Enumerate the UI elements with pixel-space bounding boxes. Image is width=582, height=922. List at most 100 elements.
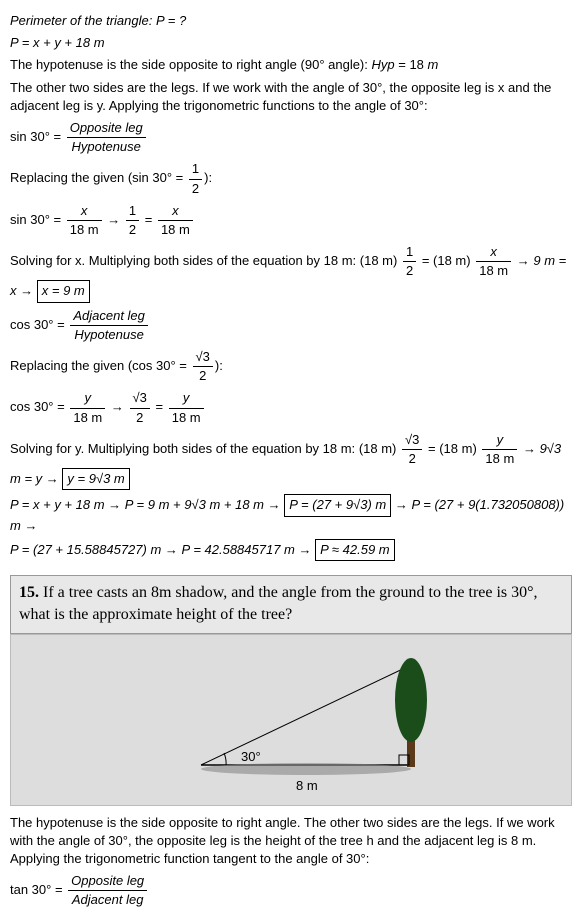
den: Hypotenuse <box>70 326 148 344</box>
den: 2 <box>126 221 139 239</box>
rep-cos: Replacing the given (cos 30° = √3 2 ): <box>10 348 572 385</box>
line-p-formula: P = x + y + 18 m <box>10 34 572 52</box>
problem-15: 15. If a tree casts an 8m shadow, and th… <box>10 575 572 634</box>
line-perimeter-q: Perimeter of the triangle: P = ? <box>10 12 572 30</box>
d: 18 m <box>482 450 517 468</box>
m2: (18 m) <box>439 441 477 456</box>
n: y <box>70 389 105 408</box>
d: 18 m <box>169 409 204 427</box>
n: 1 <box>403 243 416 262</box>
lhs: tan 30° = <box>10 882 63 897</box>
eq-cos-sub: cos 30° = y 18 m → √3 2 = y 18 m <box>10 389 572 426</box>
eq-tan-def: tan 30° = Opposite leg Adjacent leg <box>10 872 572 909</box>
lhs: cos 30° = <box>10 400 65 415</box>
text: The hypotenuse is the side opposite to r… <box>10 57 438 72</box>
line-legs: The other two sides are the legs. If we … <box>10 79 572 115</box>
num: x <box>67 202 102 221</box>
lhs: cos 30° = <box>10 317 65 332</box>
num: Opposite leg <box>67 119 146 138</box>
den: Hypotenuse <box>67 138 146 156</box>
f1: 1 2 <box>403 243 416 280</box>
num: 1 <box>189 160 202 179</box>
m1: (18 m) <box>359 441 397 456</box>
f3: y 18 m <box>169 389 204 426</box>
eq: = <box>422 253 433 268</box>
eq: = <box>156 400 167 415</box>
f1: √3 2 <box>402 431 422 468</box>
num: x <box>158 202 193 221</box>
q-number: 15. <box>19 584 39 601</box>
f1: y 18 m <box>70 389 105 426</box>
solve-y-line: Solving for y. Multiplying both sides of… <box>10 431 572 491</box>
d: 2 <box>403 262 416 280</box>
n: y <box>482 431 517 450</box>
ar2: → <box>20 283 33 298</box>
box-p1: P = (27 + 9√3) m <box>284 494 391 516</box>
n: √3 <box>130 389 150 408</box>
t: P = x + y + 18 m → P = 9 m + 9√3 m + 18 … <box>10 497 281 512</box>
d: 18 m <box>476 262 511 280</box>
den: 18 m <box>158 221 193 239</box>
box-x: x = 9 m <box>37 280 90 302</box>
frac-s3: √3 2 <box>193 348 213 385</box>
n: y <box>169 389 204 408</box>
f2: y 18 m <box>482 431 517 468</box>
cos: cos 30° = <box>132 358 187 373</box>
m2: (18 m) <box>433 253 471 268</box>
text: Solving for x. Multiplying both sides of… <box>10 253 356 268</box>
ar: → <box>111 400 124 415</box>
eq: = <box>145 212 156 227</box>
n: √3 <box>402 431 422 450</box>
frac: Opposite leg Adjacent leg <box>68 872 147 909</box>
sin: sin 30° = <box>132 170 183 185</box>
p2: ): <box>215 358 223 373</box>
lhs: sin 30° = <box>10 129 61 144</box>
frac1: x 18 m <box>67 202 102 239</box>
den: Adjacent leg <box>68 891 147 909</box>
box-y: y = 9√3 m <box>62 468 129 490</box>
den: 2 <box>189 180 202 198</box>
frac-half: 1 2 <box>189 160 202 197</box>
num: Opposite leg <box>68 872 147 891</box>
n: x <box>476 243 511 262</box>
p-chain1: P = x + y + 18 m → P = 9 m + 9√3 m + 18 … <box>10 494 572 534</box>
lhs: sin 30° = <box>10 212 61 227</box>
num: √3 <box>193 348 213 367</box>
p-chain3: P = (27 + 15.58845727) m → P = 42.588457… <box>10 539 572 561</box>
figure-tree: 30° 8 m <box>10 634 572 806</box>
text: Replacing the given <box>10 170 124 185</box>
solve-x-line: Solving for x. Multiplying both sides of… <box>10 243 572 303</box>
text: Solving for y. Multiplying both sides of… <box>10 441 355 456</box>
eq: = <box>428 441 439 456</box>
f2: √3 2 <box>130 389 150 426</box>
tree-diagram: 30° 8 m <box>11 635 571 805</box>
den: 2 <box>193 367 213 385</box>
ar: → <box>517 253 530 268</box>
den: 18 m <box>67 221 102 239</box>
frac2: 1 2 <box>126 202 139 239</box>
ar: → <box>523 441 536 456</box>
m1: (18 m) <box>360 253 398 268</box>
ar2: → <box>46 471 59 486</box>
paren2: ): <box>204 170 212 185</box>
frac: Opposite leg Hypotenuse <box>67 119 146 156</box>
d: 2 <box>402 450 422 468</box>
d: 18 m <box>70 409 105 427</box>
shadow-label: 8 m <box>296 778 318 793</box>
frac: Adjacent leg Hypotenuse <box>70 307 148 344</box>
text: Replacing the given <box>10 358 124 373</box>
frac3: x 18 m <box>158 202 193 239</box>
num: 1 <box>126 202 139 221</box>
num: Adjacent leg <box>70 307 148 326</box>
q-text: If a tree casts an 8m shadow, and the an… <box>19 584 538 623</box>
eq-cos-def: cos 30° = Adjacent leg Hypotenuse <box>10 307 572 344</box>
d: 2 <box>130 409 150 427</box>
bottom-explain: The hypotenuse is the side opposite to r… <box>10 814 572 869</box>
t: P = (27 + 15.58845727) m → P = 42.588457… <box>10 542 311 557</box>
angle-label: 30° <box>241 749 261 764</box>
box-p2: P ≈ 42.59 m <box>315 539 395 561</box>
eq-sin-sub: sin 30° = x 18 m → 1 2 = x 18 m <box>10 202 572 239</box>
arrow: → <box>107 212 120 227</box>
line-hyp: The hypotenuse is the side opposite to r… <box>10 56 572 74</box>
eq-sin-def: sin 30° = Opposite leg Hypotenuse <box>10 119 572 156</box>
